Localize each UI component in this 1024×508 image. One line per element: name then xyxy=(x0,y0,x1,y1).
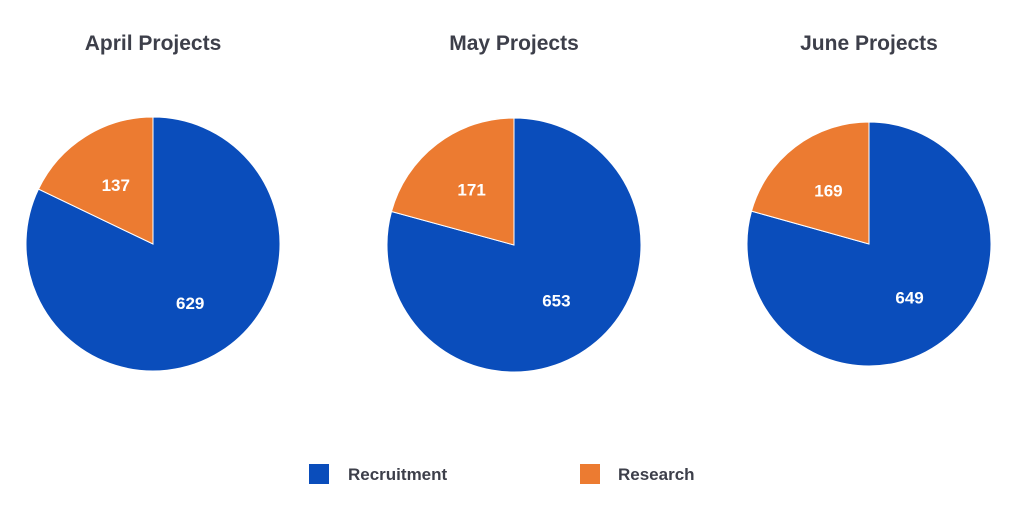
pie-chart-may-projects: May Projects 653 171 xyxy=(386,32,642,373)
slice-research xyxy=(390,117,515,246)
pie-chart-april-projects: April Projects 629 137 xyxy=(25,32,281,372)
legend-swatch xyxy=(580,464,600,484)
chart-title: June Projects xyxy=(800,32,938,55)
legend-swatch xyxy=(309,464,329,484)
legend-item-recruitment: Recruitment xyxy=(309,464,448,484)
chart-title: May Projects xyxy=(449,32,579,55)
slice-label-research: 169 xyxy=(814,182,842,201)
legend-label: Research xyxy=(618,465,695,484)
slice-label-recruitment: 649 xyxy=(895,288,923,307)
slice-label-recruitment: 653 xyxy=(542,292,570,311)
slice-research xyxy=(37,116,154,245)
slice-label-research: 171 xyxy=(457,180,485,199)
slice-label-recruitment: 629 xyxy=(176,294,204,313)
slice-recruitment xyxy=(25,116,281,372)
legend-label: Recruitment xyxy=(348,465,448,484)
chart-title: April Projects xyxy=(85,32,222,55)
legend-item-research: Research xyxy=(580,464,695,484)
slice-label-research: 137 xyxy=(102,176,130,195)
legend: Recruitment Research xyxy=(309,464,695,484)
slice-research xyxy=(750,121,870,245)
pie-chart-june-projects: June Projects 649 169 xyxy=(746,32,992,367)
charts-layer: April Projects 629 137 May Projects 653 171 Ju… xyxy=(25,32,992,373)
